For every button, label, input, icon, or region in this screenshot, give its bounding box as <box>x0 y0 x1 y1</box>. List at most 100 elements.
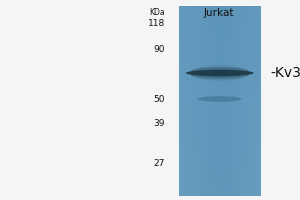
Bar <box>258 60 261 63</box>
Bar <box>200 164 204 168</box>
Bar <box>225 47 228 50</box>
Bar <box>198 9 201 12</box>
Bar <box>223 47 226 50</box>
Bar <box>181 110 184 114</box>
Bar <box>247 132 250 136</box>
Bar <box>244 139 247 142</box>
Bar <box>231 56 234 60</box>
Bar <box>187 53 190 57</box>
Bar <box>228 88 231 92</box>
Bar <box>178 85 182 88</box>
Bar <box>239 56 242 60</box>
Bar <box>200 53 204 57</box>
Bar <box>178 88 182 92</box>
Bar <box>187 82 190 85</box>
Bar <box>209 22 212 25</box>
Bar <box>209 66 212 69</box>
Bar <box>178 41 182 44</box>
Bar <box>242 158 245 161</box>
Bar <box>214 189 217 193</box>
Bar <box>184 148 187 152</box>
Bar <box>217 129 220 133</box>
Bar <box>231 180 234 183</box>
Bar <box>200 15 204 19</box>
Bar <box>206 37 209 41</box>
Bar <box>244 167 247 171</box>
Bar <box>184 186 187 190</box>
Bar <box>225 113 228 117</box>
Bar <box>181 189 184 193</box>
Bar <box>217 22 220 25</box>
Bar <box>181 148 184 152</box>
Bar <box>258 113 261 117</box>
Bar <box>181 72 184 76</box>
Bar <box>225 44 228 47</box>
Bar <box>217 151 220 155</box>
Bar <box>247 18 250 22</box>
Bar <box>231 189 234 193</box>
Bar <box>206 167 209 171</box>
Ellipse shape <box>198 96 242 102</box>
Bar <box>256 110 259 114</box>
Bar <box>258 41 261 44</box>
Bar <box>178 145 182 148</box>
Bar <box>242 139 245 142</box>
Bar <box>225 186 228 190</box>
Bar <box>220 117 223 120</box>
Bar <box>233 155 237 158</box>
Bar <box>178 82 182 85</box>
Bar <box>225 15 228 19</box>
Bar <box>206 72 209 76</box>
Bar <box>178 193 182 196</box>
Bar <box>236 9 239 12</box>
Bar <box>209 123 212 126</box>
Bar <box>184 15 187 19</box>
Bar <box>250 22 253 25</box>
Bar <box>231 117 234 120</box>
Bar <box>253 98 256 101</box>
Bar <box>217 91 220 95</box>
Bar <box>212 22 214 25</box>
Bar <box>228 47 231 50</box>
Bar <box>231 139 234 142</box>
Bar <box>217 6 220 9</box>
Bar <box>192 41 195 44</box>
Bar <box>190 110 193 114</box>
Bar <box>247 69 250 73</box>
Bar <box>203 161 206 164</box>
Bar <box>209 72 212 76</box>
Bar <box>225 53 228 57</box>
Bar <box>253 174 256 177</box>
Bar <box>256 170 259 174</box>
Bar <box>212 158 214 161</box>
Bar <box>203 139 206 142</box>
Bar <box>206 183 209 186</box>
Bar <box>223 120 226 123</box>
Bar <box>239 60 242 63</box>
Bar <box>228 174 231 177</box>
Bar <box>239 28 242 31</box>
Bar <box>250 6 253 9</box>
Bar <box>236 41 239 44</box>
Bar <box>184 37 187 41</box>
Bar <box>258 186 261 190</box>
Bar <box>192 177 195 180</box>
Bar <box>231 37 234 41</box>
Bar <box>228 148 231 152</box>
Bar <box>247 91 250 95</box>
Bar <box>206 177 209 180</box>
Bar <box>239 164 242 168</box>
Bar <box>192 189 195 193</box>
Bar <box>250 56 253 60</box>
Bar <box>223 50 226 53</box>
Bar <box>192 110 195 114</box>
Bar <box>220 104 223 107</box>
Bar <box>239 53 242 57</box>
Bar <box>233 34 237 38</box>
Bar <box>192 22 195 25</box>
Bar <box>195 75 198 79</box>
Bar <box>242 34 245 38</box>
Bar <box>223 28 226 31</box>
Bar <box>244 44 247 47</box>
Bar <box>223 136 226 139</box>
